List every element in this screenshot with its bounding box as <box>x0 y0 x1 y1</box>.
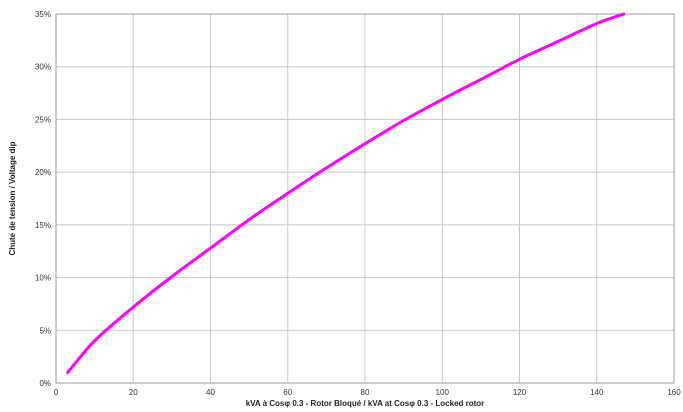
x-tick-label: 20 <box>129 388 138 397</box>
x-tick-label: 160 <box>667 388 681 397</box>
y-axis-title: Chute de tension / Voltage dip <box>8 141 17 255</box>
x-axis-title: kVA à Cosφ 0.3 - Rotor Bloqué / kVA at C… <box>246 399 485 408</box>
x-tick-label: 120 <box>513 388 527 397</box>
y-tick-label: 35% <box>35 10 51 19</box>
series-line <box>66 12 626 374</box>
grid-lines <box>56 14 674 383</box>
y-tick-label: 0% <box>39 379 51 388</box>
y-tick-label: 25% <box>35 115 51 124</box>
x-tick-label: 0 <box>54 388 59 397</box>
y-tick-label: 30% <box>35 63 51 72</box>
y-axis-ticks: 0% 5% 10% 15% 20% 25% 30% 35% <box>35 10 51 388</box>
x-tick-label: 60 <box>283 388 292 397</box>
x-tick-label: 80 <box>361 388 370 397</box>
series-layer <box>66 12 626 374</box>
y-tick-label: 10% <box>35 274 51 283</box>
y-tick-label: 20% <box>35 168 51 177</box>
y-tick-label: 15% <box>35 221 51 230</box>
y-tick-label: 5% <box>39 326 51 335</box>
plot-frame <box>55 13 675 384</box>
x-axis-ticks: 0 20 40 60 80 100 120 140 160 <box>54 388 681 397</box>
x-tick-label: 140 <box>590 388 604 397</box>
x-tick-label: 40 <box>206 388 215 397</box>
x-tick-label: 100 <box>436 388 450 397</box>
